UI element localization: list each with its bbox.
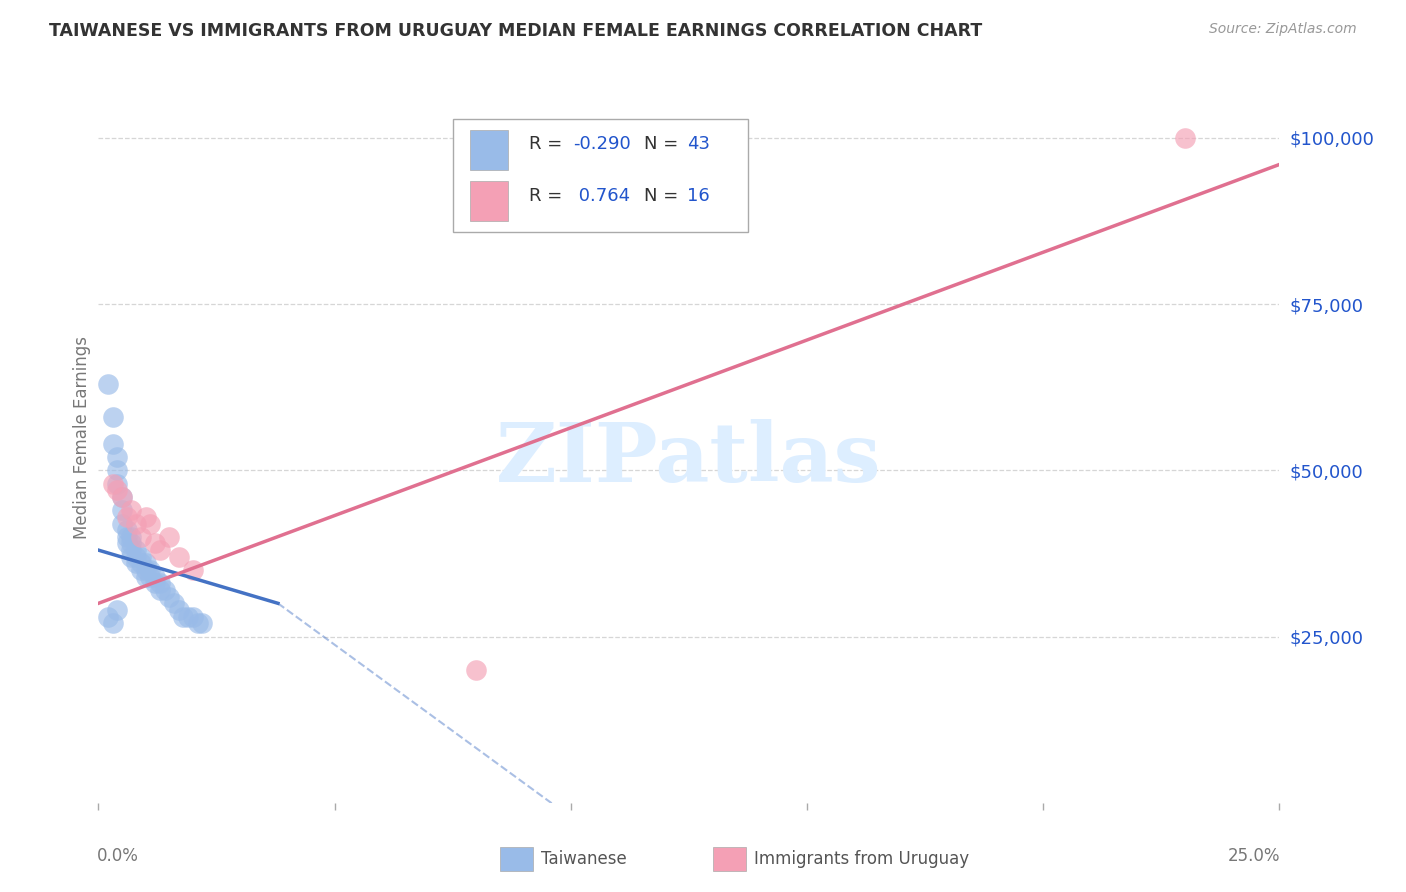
Text: N =: N = <box>644 186 685 204</box>
Text: 0.764: 0.764 <box>574 186 630 204</box>
Point <box>125 549 148 564</box>
Point <box>125 516 148 531</box>
Bar <box>501 847 533 871</box>
Point <box>139 570 162 584</box>
Point <box>97 376 120 391</box>
Point <box>121 530 143 544</box>
Point <box>167 603 190 617</box>
Text: Taiwanese: Taiwanese <box>541 850 627 868</box>
Point <box>115 530 138 544</box>
Point <box>167 549 190 564</box>
Point <box>149 576 172 591</box>
Text: R =: R = <box>530 186 568 204</box>
Y-axis label: Median Female Earnings: Median Female Earnings <box>73 335 91 539</box>
Bar <box>471 181 508 221</box>
Point <box>111 516 134 531</box>
Point <box>101 476 124 491</box>
Point <box>121 503 143 517</box>
Text: -0.290: -0.290 <box>574 135 631 153</box>
Text: 43: 43 <box>686 135 710 153</box>
Text: ZIPatlas: ZIPatlas <box>496 419 882 499</box>
Point <box>181 609 204 624</box>
Point <box>111 503 134 517</box>
Point <box>111 490 134 504</box>
Point <box>105 603 128 617</box>
Point <box>135 570 157 584</box>
Point <box>187 616 209 631</box>
Point <box>135 509 157 524</box>
Point <box>143 576 166 591</box>
Point <box>121 549 143 564</box>
Text: 16: 16 <box>686 186 710 204</box>
Text: 25.0%: 25.0% <box>1229 847 1281 864</box>
Point <box>135 563 157 577</box>
Point <box>143 536 166 550</box>
Point <box>172 609 194 624</box>
Point <box>125 557 148 571</box>
Point <box>139 516 162 531</box>
Point <box>149 543 172 558</box>
Bar <box>713 847 745 871</box>
Point <box>465 663 488 677</box>
Point <box>163 596 186 610</box>
Point <box>105 463 128 477</box>
Text: 0.0%: 0.0% <box>97 847 139 864</box>
Point <box>101 410 124 425</box>
Point <box>139 563 162 577</box>
Text: Source: ZipAtlas.com: Source: ZipAtlas.com <box>1209 22 1357 37</box>
Point <box>125 543 148 558</box>
Text: N =: N = <box>644 135 685 153</box>
Point <box>105 450 128 464</box>
Point <box>129 549 152 564</box>
Point <box>191 616 214 631</box>
Point <box>121 543 143 558</box>
Point <box>153 582 176 597</box>
Point <box>105 476 128 491</box>
Point <box>121 536 143 550</box>
Point <box>129 557 152 571</box>
Point <box>115 536 138 550</box>
Bar <box>471 130 508 170</box>
Point <box>149 582 172 597</box>
Point <box>101 436 124 450</box>
Point <box>97 609 120 624</box>
Point <box>157 590 180 604</box>
Point <box>129 563 152 577</box>
FancyBboxPatch shape <box>453 119 748 232</box>
Point <box>135 557 157 571</box>
Text: Immigrants from Uruguay: Immigrants from Uruguay <box>754 850 969 868</box>
Point <box>181 563 204 577</box>
Point <box>115 509 138 524</box>
Text: TAIWANESE VS IMMIGRANTS FROM URUGUAY MEDIAN FEMALE EARNINGS CORRELATION CHART: TAIWANESE VS IMMIGRANTS FROM URUGUAY MED… <box>49 22 983 40</box>
Point <box>177 609 200 624</box>
Point <box>101 616 124 631</box>
Point <box>157 530 180 544</box>
Point <box>1174 131 1197 145</box>
Point <box>111 490 134 504</box>
Point <box>143 570 166 584</box>
Point <box>115 523 138 537</box>
Point <box>129 530 152 544</box>
Text: R =: R = <box>530 135 568 153</box>
Point <box>105 483 128 498</box>
